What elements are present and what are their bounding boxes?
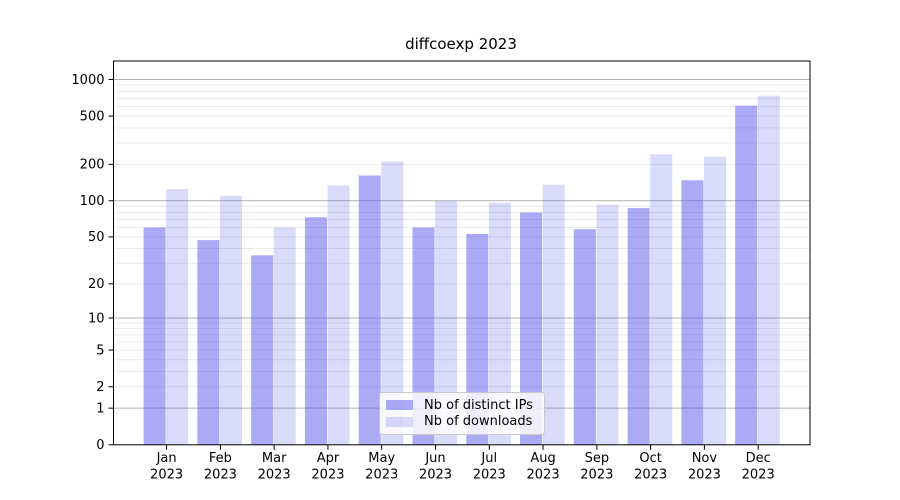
- bar-ips-8: [573, 229, 596, 445]
- x-tick-label-year: 2023: [742, 468, 775, 483]
- x-tick-label-month: Nov: [692, 451, 718, 466]
- y-tick-label: 10: [88, 311, 105, 326]
- legend-label-distinct-ips: Nb of distinct IPs: [424, 397, 533, 413]
- y-tick-label: 500: [80, 109, 105, 124]
- y-tick-label: 1: [96, 401, 104, 416]
- x-tick-label-year: 2023: [258, 468, 291, 483]
- bar-downloads-6: [488, 202, 511, 445]
- y-tick-label: 5: [96, 343, 104, 358]
- x-tick-label-month: Aug: [530, 451, 555, 466]
- x-tick-label-year: 2023: [527, 468, 560, 483]
- bar-ips-3: [304, 217, 327, 445]
- bar-downloads-1: [219, 195, 242, 445]
- x-tick-label-month: Oct: [639, 451, 661, 466]
- y-tick-label: 20: [88, 277, 105, 292]
- bar-ips-2: [251, 255, 274, 445]
- axes: [113, 60, 811, 446]
- x-tick-label-month: Mar: [262, 451, 287, 466]
- legend-swatch-downloads: [386, 416, 413, 427]
- x-tick-label-year: 2023: [419, 468, 452, 483]
- x-tick-label-month: Apr: [317, 451, 340, 466]
- bar-downloads-9: [650, 154, 673, 445]
- bar-downloads-7: [542, 184, 565, 445]
- bar-downloads-2: [273, 227, 296, 445]
- y-tick-label: 0: [96, 438, 104, 453]
- y-axis-labels: 0 1 2 5 10 20 50 100 200 500 1000: [71, 73, 104, 453]
- x-tick-label-month: Jun: [424, 451, 445, 466]
- legend-item-distinct-ips: Nb of distinct IPs: [386, 399, 536, 412]
- y-tick-label: 2: [96, 380, 104, 395]
- bar-downloads-3: [327, 185, 350, 445]
- x-tick-label-year: 2023: [204, 468, 237, 483]
- x-tick-label-year: 2023: [634, 468, 667, 483]
- x-tick-label-year: 2023: [365, 468, 398, 483]
- bar-ips-10: [681, 180, 704, 445]
- bar-downloads-10: [704, 156, 726, 445]
- x-tick-label-year: 2023: [473, 468, 506, 483]
- y-tick-label: 1000: [71, 73, 104, 88]
- y-tick-label: 100: [80, 194, 105, 209]
- x-tick-label-year: 2023: [311, 468, 344, 483]
- bar-downloads-0: [166, 189, 189, 445]
- y-tick-label: 50: [88, 230, 105, 245]
- plot-frame: [113, 60, 811, 446]
- x-tick-label-year: 2023: [150, 468, 183, 483]
- x-tick-label-month: Dec: [746, 451, 771, 466]
- x-tick-label-year: 2023: [580, 468, 613, 483]
- bar-downloads-4: [381, 161, 404, 445]
- x-tick-label-month: May: [368, 451, 395, 466]
- bar-ips-0: [143, 227, 166, 445]
- x-tick-label-month: Jan: [156, 451, 177, 466]
- legend-swatch-distinct-ips: [386, 400, 413, 411]
- legend: Nb of distinct IPs Nb of downloads: [379, 392, 545, 435]
- x-tick-label-year: 2023: [688, 468, 721, 483]
- x-axis-labels: Jan 2023 Feb 2023 Mar 2023 Apr 2023 May 2023 Jun 20…: [150, 451, 775, 483]
- bar-ips-1: [197, 240, 220, 445]
- legend-item-downloads: Nb of downloads: [386, 415, 536, 428]
- bar-downloads-5: [435, 200, 458, 445]
- bar-ips-4: [358, 175, 381, 445]
- x-tick-label-month: Sep: [585, 451, 610, 466]
- tick-marks: [108, 79, 759, 450]
- chart-title: diffcoexp 2023: [405, 35, 517, 53]
- legend-label-downloads: Nb of downloads: [424, 414, 533, 430]
- bars: [143, 95, 780, 445]
- x-tick-label-month: Feb: [209, 451, 232, 466]
- bar-downloads-8: [596, 204, 619, 445]
- bar-ips-5: [412, 227, 435, 445]
- bar-ips-9: [627, 208, 650, 445]
- bar-ips-7: [520, 212, 543, 445]
- bar-downloads-11: [757, 95, 780, 445]
- y-tick-label: 200: [80, 158, 105, 173]
- bar-ips-11: [735, 105, 758, 445]
- x-tick-label-month: Jul: [480, 451, 497, 466]
